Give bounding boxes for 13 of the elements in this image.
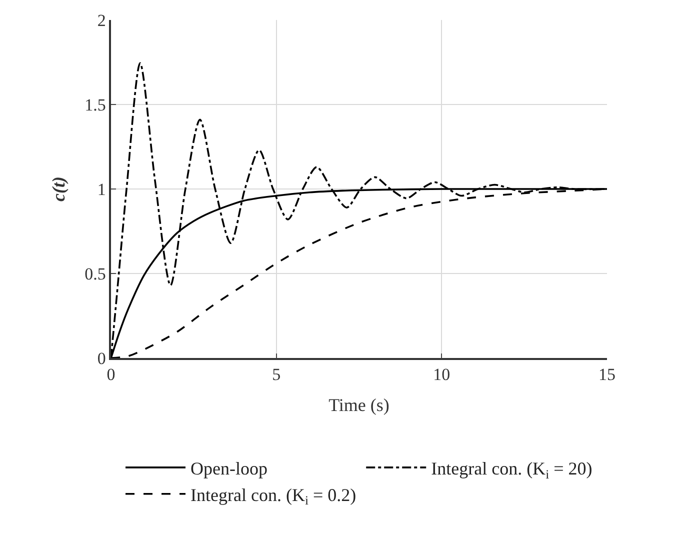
legend-label: Integral con. (K$_{i}$ = 0.2) bbox=[190, 484, 356, 508]
y-tick-label: 1 bbox=[97, 180, 106, 199]
x-tick-label: 10 bbox=[433, 365, 450, 384]
x-tick-label: 5 bbox=[272, 365, 281, 384]
y-axis-title: c(t) bbox=[48, 176, 68, 202]
y-tick-label: 0 bbox=[97, 348, 106, 368]
legend-label: Open-loop bbox=[190, 458, 268, 478]
x-axis-title: Time (s) bbox=[328, 394, 390, 415]
y-tick-label: 0.5 bbox=[84, 264, 106, 284]
y-tick-label: 2 bbox=[97, 10, 106, 30]
x-tick-label: 15 bbox=[598, 365, 616, 384]
legend-label: Integral con. (K$_{i}$ = 20) bbox=[431, 458, 592, 482]
y-tick-label: 1.5 bbox=[84, 95, 106, 114]
